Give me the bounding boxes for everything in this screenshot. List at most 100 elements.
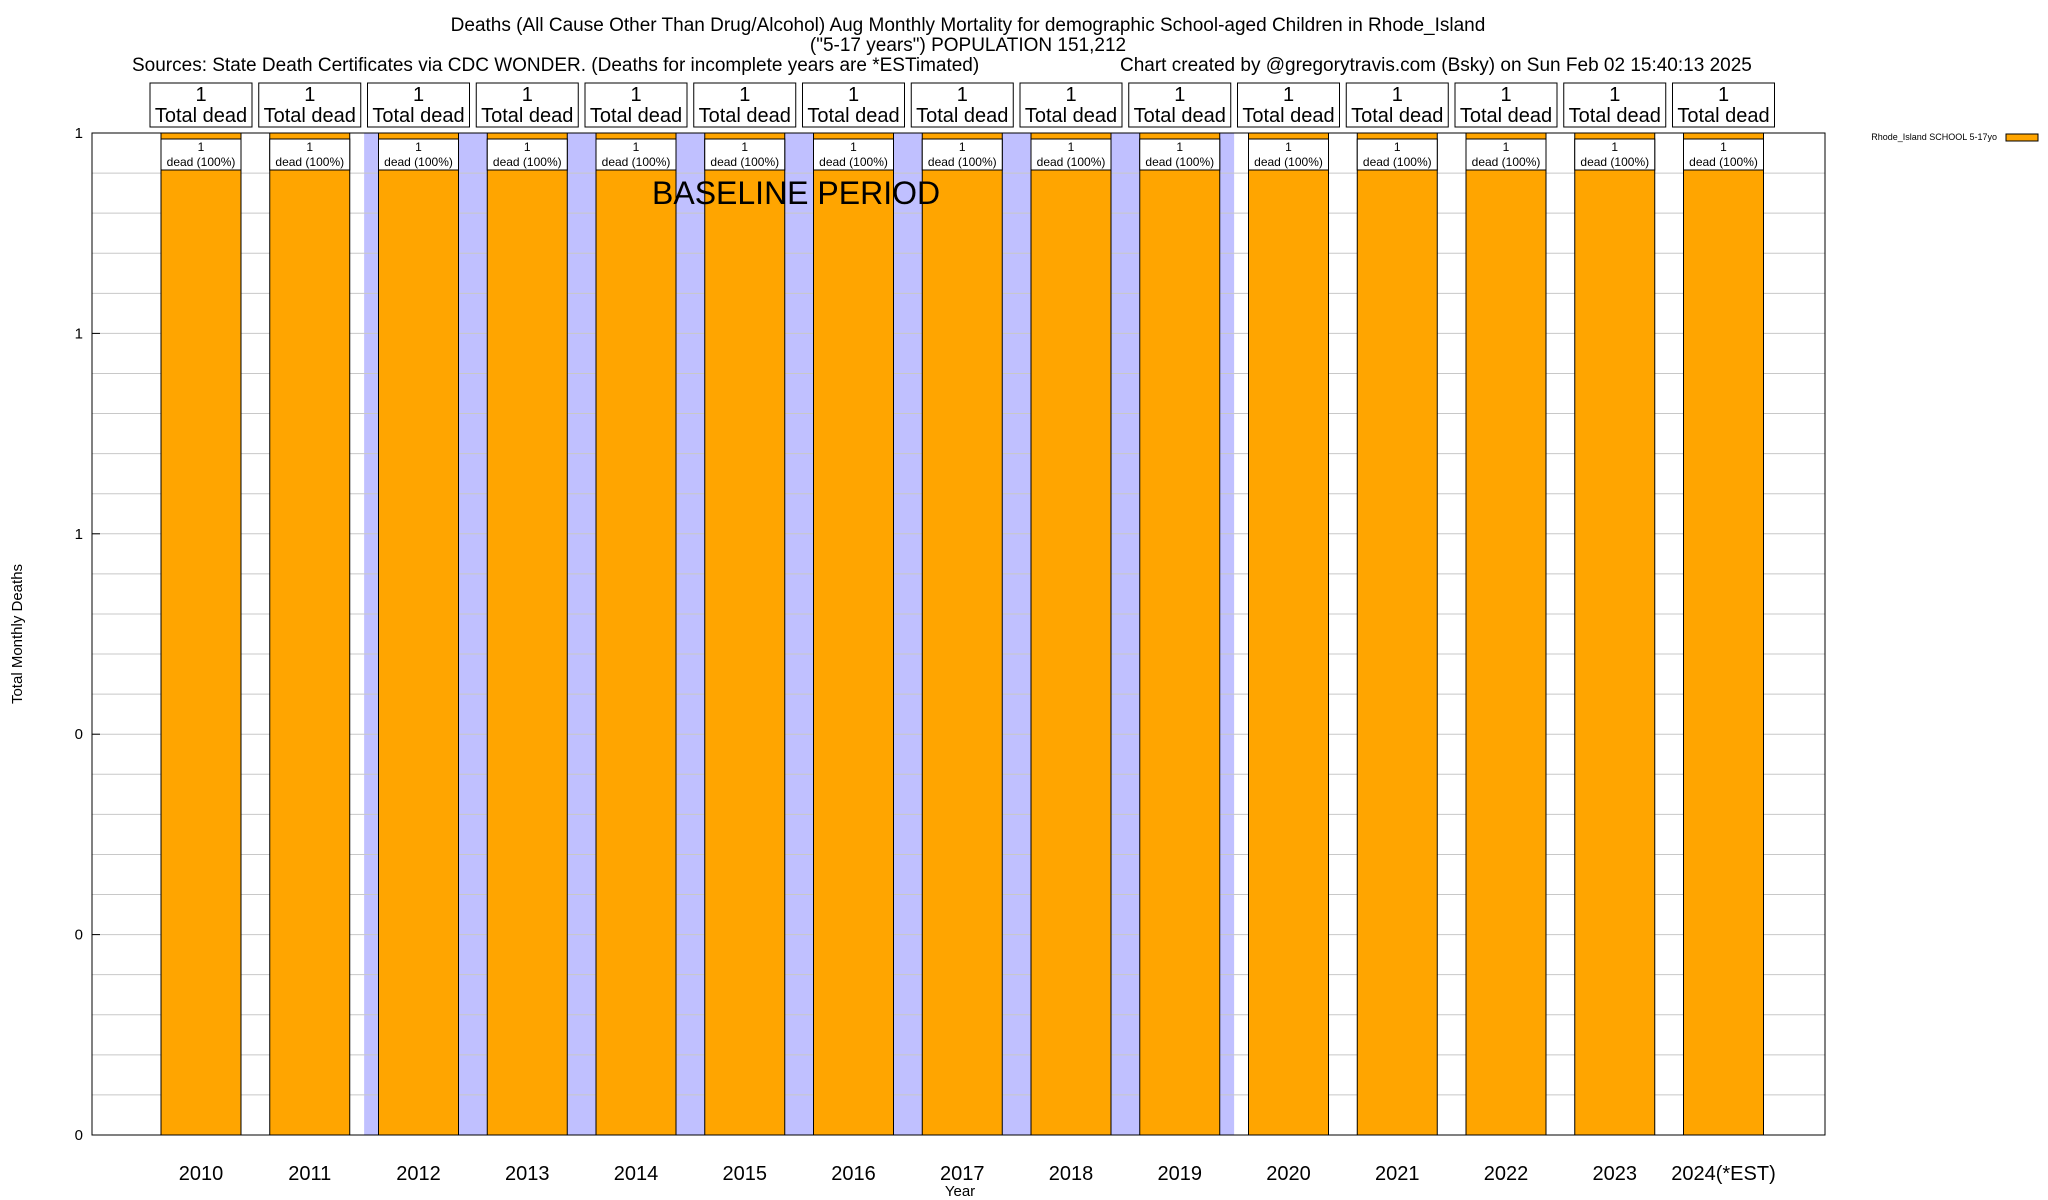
xtick-label: 2017 [940,1163,985,1185]
total-text: Total dead [1460,105,1552,127]
ytick-label: 0 [75,927,83,944]
bar-2018 [1030,132,1112,1136]
bar-2010 [160,132,242,1136]
xtick-label: 2020 [1266,1163,1311,1185]
bar-2016 [813,132,894,1136]
baseline-period-label: BASELINE PERIOD [652,175,940,211]
xtick-label: 2024(*EST) [1671,1163,1776,1185]
total-count: 1 [1174,84,1185,106]
x-axis-ticks: 2010 2011 2012 2013 2014 2015 2016 2017 2018 2019… [179,1163,1776,1185]
bar-pct: dead (100%) [819,155,888,169]
total-count: 1 [1500,84,1511,106]
total-count: 1 [739,84,750,106]
total-count: 1 [1392,84,1403,106]
bar-label-frame [1030,138,1112,171]
ytick-label: 1 [75,526,83,543]
y-axis-ticks: 0 0 0 1 1 1 [75,125,100,1144]
bar-count: 1 [959,140,966,154]
bar-count: 1 [1285,140,1292,154]
total-text: Total dead [155,105,247,127]
total-label-frame [1563,82,1667,128]
bar-pct: dead (100%) [275,155,344,169]
total-count: 1 [413,84,424,106]
total-text: Total dead [1025,105,1117,127]
bar-2013 [486,132,568,1136]
bar-pct: dead (100%) [1363,155,1432,169]
bar-count: 1 [198,140,205,154]
bar-pct: dead (100%) [493,155,562,169]
total-label-frame [149,82,253,128]
xtick-label: 2022 [1484,1163,1529,1185]
total-label-frame [1019,82,1123,128]
bar-pct: dead (100%) [167,155,236,169]
bar-2020 [1248,132,1329,1136]
bar-pct: dead (100%) [1580,155,1649,169]
total-label-frame [584,82,688,128]
ytick-label: 0 [75,1127,83,1144]
bar-label-frame [921,138,1003,171]
total-text: Total dead [1134,105,1226,127]
legend: Rhode_Island SCHOOL 5-17yo [1871,132,2039,142]
xtick-label: 2015 [723,1163,768,1185]
total-label-frame [910,82,1014,128]
bar-2014 [595,132,677,1136]
bar-count: 1 [415,140,422,154]
xtick-label: 2023 [1593,1163,1638,1185]
total-count: 1 [195,84,206,106]
xtick-label: 2011 [288,1163,331,1185]
total-text: Total dead [1351,105,1443,127]
total-label-frame [1672,82,1775,128]
ytick-label: 0 [75,726,83,743]
bar-2015 [704,132,786,1136]
total-count: 1 [1718,84,1729,106]
bar-pct: dead (100%) [1145,155,1214,169]
x-axis-label: Year [945,1183,975,1200]
bars [160,132,1764,1136]
bar-label-frame [269,138,351,171]
total-label-frame [1345,82,1449,128]
sources-note: Sources: State Death Certificates via CD… [132,55,979,76]
ytick-label: 1 [75,125,83,142]
bar-2023 [1574,132,1656,1136]
bar-pct: dead (100%) [1254,155,1323,169]
total-label-frame [367,82,470,128]
bar-count: 1 [1068,140,1075,154]
total-text: Total dead [372,105,464,127]
total-count: 1 [1609,84,1620,106]
xtick-label: 2021 [1375,1163,1420,1185]
bar-label-frame [1683,138,1764,171]
bar-label-frame [1248,138,1329,171]
bar-label-frame [813,138,894,171]
bar-2019 [1139,132,1221,1136]
bar-pct: dead (100%) [1472,155,1541,169]
legend-swatch [2005,133,2039,142]
xtick-label: 2010 [179,1163,224,1185]
total-text: Total dead [264,105,356,127]
bar-count: 1 [741,140,748,154]
bar-count: 1 [1394,140,1401,154]
total-label-frame [802,82,905,128]
xtick-label: 2016 [831,1163,876,1185]
total-text: Total dead [590,105,682,127]
total-count: 1 [957,84,968,106]
